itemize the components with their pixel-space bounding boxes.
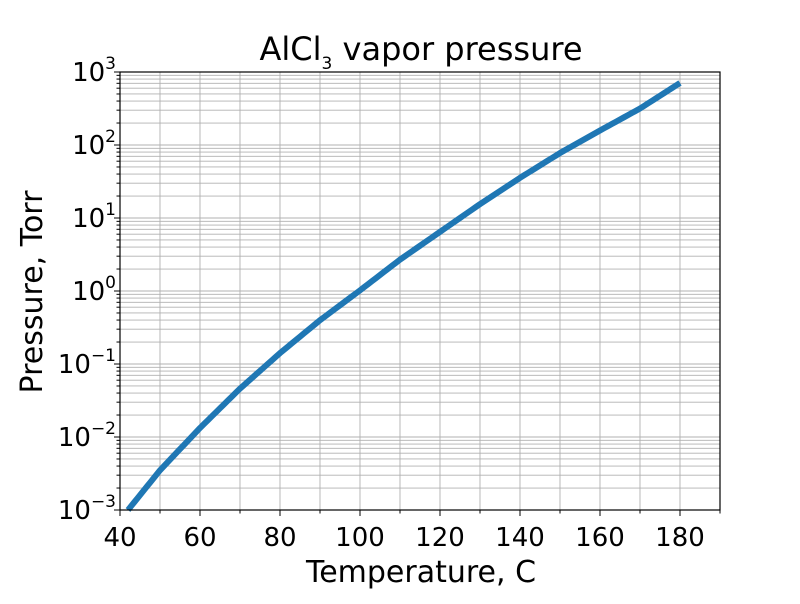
chart-title-subscript: 3	[322, 54, 333, 74]
x-axis-label: Temperature, C	[305, 555, 536, 590]
y-tick-base: 10	[58, 350, 91, 380]
y-tick-label: 100	[72, 273, 116, 307]
x-tick-label: 120	[415, 523, 465, 553]
chart-title-main: AlCl	[260, 30, 322, 68]
y-tick-exponent: 0	[105, 273, 116, 293]
y-tick-label: 101	[72, 200, 116, 234]
y-tick-label: 102	[72, 127, 116, 161]
y-tick-exponent: −2	[91, 419, 116, 439]
x-tick-label: 40	[103, 523, 136, 553]
y-tick-label: 10−3	[58, 492, 116, 526]
y-tick-base: 10	[58, 423, 91, 453]
y-tick-exponent: 2	[105, 127, 116, 147]
chart-title-rest: vapor pressure	[332, 30, 582, 68]
series-layer	[125, 80, 682, 512]
x-tick-label: 180	[655, 523, 705, 553]
y-tick-exponent: −3	[91, 492, 116, 512]
y-tick-label: 10−2	[58, 419, 116, 453]
x-tick-label: 160	[575, 523, 625, 553]
chart-title: AlCl3 vapor pressure	[260, 30, 583, 74]
y-axis-label: Pressure, Torr	[15, 190, 50, 394]
y-tick-exponent: 1	[105, 200, 116, 220]
x-tick-label: 60	[183, 523, 216, 553]
y-tick-exponent: 3	[105, 54, 116, 74]
y-tick-base: 10	[58, 496, 91, 526]
y-tick-exponent: −1	[91, 346, 116, 366]
ticks-layer	[114, 71, 721, 516]
y-tick-label: 103	[72, 54, 116, 88]
x-tick-label: 140	[495, 523, 545, 553]
y-tick-label: 10−1	[58, 346, 116, 380]
y-tick-base: 10	[72, 131, 105, 161]
y-tick-base: 10	[72, 58, 105, 88]
grid-layer	[119, 71, 721, 511]
x-tick-label: 100	[335, 523, 385, 553]
y-tick-base: 10	[72, 277, 105, 307]
vapor-pressure-line	[125, 80, 682, 512]
labels-layer: 40 60 80 100 120 140 160 18010−310−210−11001011…	[58, 54, 705, 553]
y-tick-base: 10	[72, 204, 105, 234]
x-tick-label: 80	[263, 523, 296, 553]
